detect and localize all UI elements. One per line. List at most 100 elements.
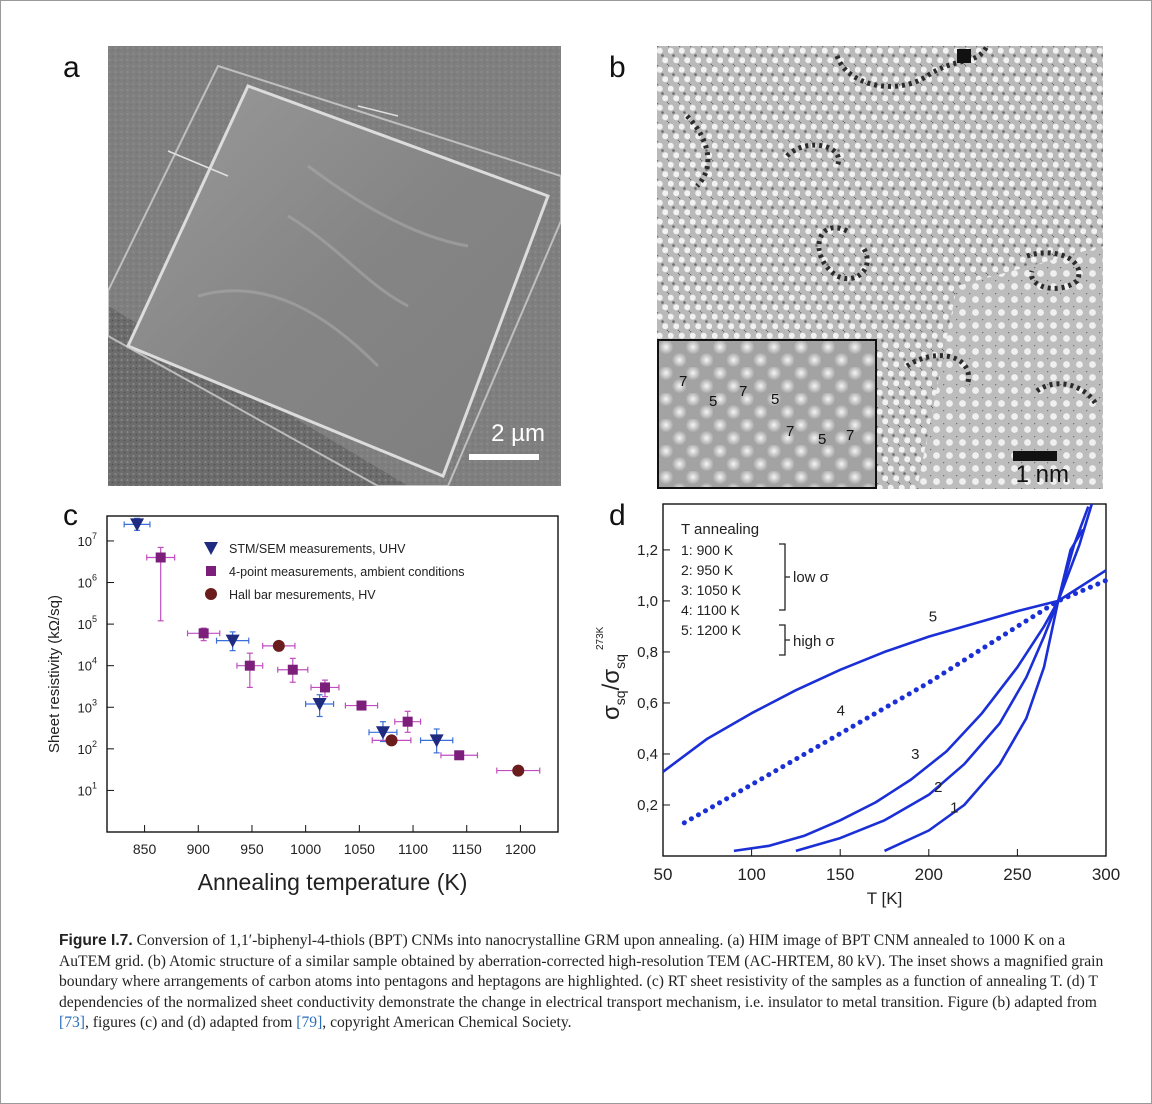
data-point-c (155, 552, 166, 563)
panel-d-chart: 50 100 150 200 250 300 0,2 0,4 0,6 0,8 1,0 1,2 T [K]… (595, 503, 1120, 908)
x-tick-label-d: 150 (826, 865, 854, 884)
curve-d-2 (795, 506, 1090, 853)
caption-ref-73[interactable]: [73] (59, 1014, 85, 1031)
y-tick-label-d: 0,6 (637, 695, 658, 712)
panel-b-inset: 7 5 7 5 7 5 7 (657, 339, 877, 489)
curve-d-5 (662, 569, 1107, 773)
plot-frame-c (106, 515, 559, 833)
y-tick-label-c: 101 (78, 780, 97, 798)
y-tick-exp-c: 2 (92, 739, 97, 749)
x-tick-label-d: 250 (1003, 865, 1031, 884)
y-tick-label-c: 104 (78, 656, 97, 674)
panel-a-him-image: 2 µm (108, 46, 561, 486)
legend-marker-c (206, 566, 216, 576)
data-point-c (287, 664, 298, 675)
y-tick-label-c: 107 (78, 531, 97, 549)
x-tick-label-d: 200 (915, 865, 943, 884)
legend-label-c: Hall bar mesurements, HV (229, 588, 376, 602)
caption-text: Conversion of 1,1′-biphenyl-4-thiols (BP… (59, 932, 1104, 1011)
legend-group-high: high σ (793, 633, 836, 650)
y-tick-exp-c: 7 (92, 531, 97, 541)
y-tick-label-c: 106 (78, 573, 97, 591)
caption-ref-79[interactable]: [79] (296, 1014, 323, 1031)
data-point-c (375, 726, 390, 740)
y-tick-exp-c: 1 (92, 780, 97, 790)
data-point-c (454, 750, 465, 761)
panel-a-micrograph (108, 46, 561, 486)
y-tick-label-d: 0,8 (637, 644, 658, 661)
legend-marker-c (205, 588, 217, 600)
curve-label-d: 3 (911, 746, 919, 763)
data-point-c (402, 716, 413, 727)
legend-marker-c (204, 542, 218, 555)
x-tick-label-c: 1000 (290, 841, 321, 857)
panel-b-hrtem-image: 7 5 7 5 7 5 7 1 nm (657, 46, 1103, 489)
data-point-c (130, 518, 145, 532)
x-tick-label-c: 1100 (398, 841, 428, 857)
legend-entry-d: 1: 900 K (681, 542, 734, 558)
legend-label-c: STM/SEM measurements, UHV (229, 542, 406, 556)
y-tick-label-c: 102 (78, 739, 97, 757)
data-point-c (312, 697, 327, 711)
curve-label-d: 1 (950, 800, 958, 817)
x-tick-label-d: 100 (737, 865, 765, 884)
panel-b-scalebar-label: 1 nm (1015, 461, 1069, 488)
curve-label-d: 4 (837, 703, 845, 720)
y-axis-sup: 273K (595, 626, 606, 650)
panel-b-scalebar (1013, 451, 1057, 461)
x-tick-label-c: 1050 (344, 841, 375, 857)
inset-label-7: 7 (846, 427, 855, 444)
inset-label-6: 5 (818, 431, 827, 448)
y-tick-exp-c: 5 (92, 614, 97, 624)
x-axis-title-d: T [K] (867, 889, 903, 908)
y-axis-sigma-1: σ (598, 705, 625, 720)
y-axis-title-c: Sheet resistivity (kΩ/sq) (46, 595, 63, 753)
panel-c-chart: 850 900 950 1000 1050 1100 1150 1200 101 102 103 10… (46, 515, 559, 895)
y-tick-exp-c: 6 (92, 573, 97, 583)
x-axis-title-c: Annealing temperature (K) (198, 869, 468, 895)
y-axis-title-d: σsq/σsq (598, 654, 628, 720)
caption-label: Figure I.7. (59, 932, 133, 949)
figure-caption: Figure I.7. Conversion of 1,1′-biphenyl-… (59, 931, 1109, 1034)
inset-label-5: 7 (786, 423, 795, 440)
inset-label-3: 7 (739, 383, 748, 400)
legend-group-low: low σ (793, 569, 830, 586)
x-tick-label-c: 950 (240, 841, 264, 857)
data-point-c (319, 682, 330, 693)
panel-a-letter: a (63, 51, 80, 84)
legend-brace-high (779, 624, 790, 656)
curve-label-d: 2 (934, 779, 942, 796)
data-point-c (198, 628, 209, 639)
data-point-c (356, 700, 367, 711)
x-tick-label-c: 1200 (505, 841, 536, 857)
legend-title-d: T annealing (681, 521, 759, 538)
panel-d-letter: d (609, 499, 626, 532)
data-point-c (512, 764, 525, 777)
x-tick-label-d: 50 (654, 865, 673, 884)
panel-c-letter: c (63, 499, 78, 532)
legend-entry-d: 4: 1100 K (681, 602, 741, 618)
x-tick-label-c: 1150 (452, 841, 482, 857)
caption-end: , copyright American Chemical Society. (322, 1014, 572, 1031)
curve-d-4 (681, 578, 1109, 826)
y-tick-label-c: 103 (78, 697, 97, 715)
panel-b-letter: b (609, 51, 626, 84)
inset-label-4: 5 (771, 391, 780, 408)
legend-entry-d: 5: 1200 K (681, 622, 742, 638)
y-tick-exp-c: 4 (92, 656, 97, 666)
x-tick-label-d: 300 (1092, 865, 1120, 884)
data-point-c (244, 660, 255, 671)
y-tick-label-d: 0,4 (637, 746, 658, 763)
curve-d-1 (883, 528, 1085, 853)
data-point-c (225, 634, 240, 648)
legend-brace-low (779, 543, 790, 611)
data-point-c (385, 734, 398, 747)
y-tick-label-d: 1,0 (637, 593, 658, 610)
inset-lattice (659, 341, 875, 487)
caption-mid: , figures (c) and (d) adapted from (84, 1014, 293, 1031)
legend-entry-d: 2: 950 K (681, 562, 734, 578)
data-point-c (272, 639, 285, 652)
y-tick-label-d: 0,2 (637, 797, 658, 814)
curve-label-d: 5 (929, 608, 937, 625)
